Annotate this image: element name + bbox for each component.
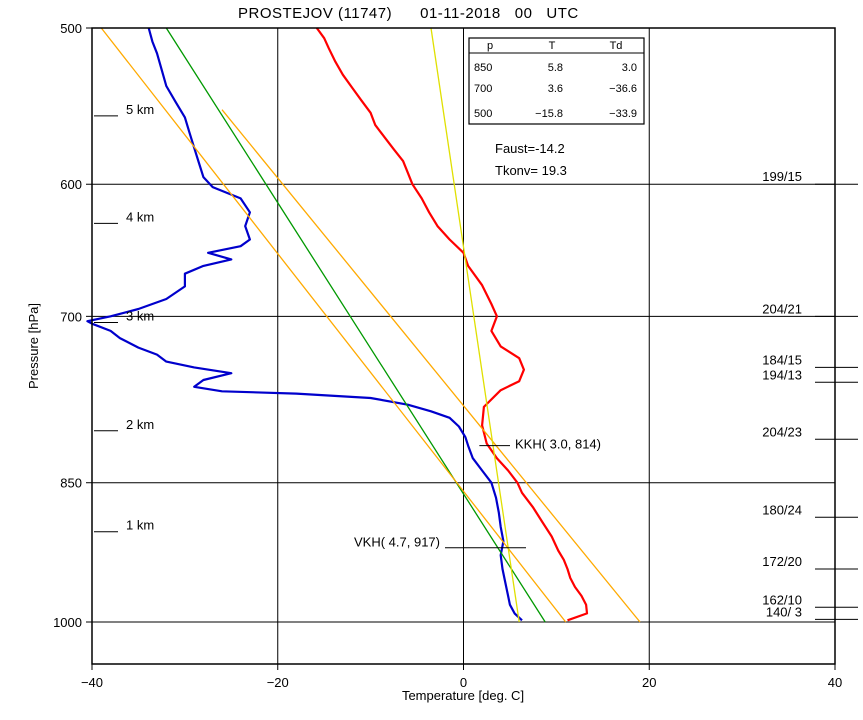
x-axis-label: Temperature [deg. C] <box>402 688 524 703</box>
table-cell: 5.8 <box>548 62 563 74</box>
y-tick-label: 500 <box>60 21 82 36</box>
table-cell: 700 <box>474 83 492 95</box>
height-labels: 5 km 4 km 3 km 2 km 1 km <box>94 102 154 533</box>
wind-label: 172/20 <box>762 554 802 569</box>
table-cell: 3.0 <box>622 62 637 74</box>
table-header-cell: T <box>549 40 556 52</box>
chart-title: PROSTEJOV (11747) 01-11-2018 00 UTC <box>238 5 579 22</box>
table-header-cell: Td <box>610 40 623 52</box>
annotation-label: KKH( 3.0, 814) <box>515 437 601 452</box>
y-ticks: 1000 850 700 600 500 <box>53 21 92 630</box>
values-table-frame <box>468 37 645 125</box>
wind-label: 140/ 3 <box>766 604 802 619</box>
values-table-cells: p T Td 850 5.8 3.0 700 3.6 −36.6 500 −15.8 −33.9 <box>474 40 637 120</box>
wind-label: 184/15 <box>762 352 802 367</box>
series-layer <box>86 27 641 623</box>
y-axis-label: Pressure [hPa] <box>26 303 41 389</box>
wind-label: 199/15 <box>762 169 802 184</box>
grid <box>92 28 835 664</box>
wind-label: 204/23 <box>762 424 802 439</box>
height-label: 4 km <box>126 209 154 224</box>
x-tick-label: 0 <box>460 675 467 690</box>
wind-label: 162/10 <box>762 592 802 607</box>
table-cell: −15.8 <box>535 108 563 120</box>
x-tick-label: −20 <box>267 675 289 690</box>
table-header-cell: p <box>487 40 493 52</box>
table-cell: −33.9 <box>609 108 637 120</box>
series-line-dew-point <box>86 27 523 622</box>
x-tick-label: 20 <box>642 675 656 690</box>
y-tick-label: 1000 <box>53 615 82 630</box>
height-label: 2 km <box>126 417 154 432</box>
y-tick-label: 850 <box>60 476 82 491</box>
x-tick-label: 40 <box>828 675 842 690</box>
series-line-green-line <box>165 27 546 623</box>
height-label: 5 km <box>126 102 154 117</box>
height-label: 1 km <box>126 518 154 533</box>
table-cell: 850 <box>474 62 492 74</box>
height-label: 3 km <box>126 308 154 323</box>
series-line-orange-line-1 <box>100 27 567 623</box>
y-tick-label: 700 <box>60 309 82 324</box>
x-ticks: −40 −20 0 20 40 <box>81 664 842 690</box>
series-line-temperature <box>315 27 589 622</box>
tkonv-index: Tkonv= 19.3 <box>495 163 567 178</box>
y-tick-label: 600 <box>60 177 82 192</box>
table-cell: −36.6 <box>609 83 637 95</box>
faust-index: Faust=-14.2 <box>495 141 565 156</box>
series-line-yellow-line <box>430 27 520 623</box>
series-line-orange-line-2 <box>221 109 641 623</box>
annotation-label: VKH( 4.7, 917) <box>354 535 440 550</box>
table-cell: 500 <box>474 108 492 120</box>
wind-label: 180/24 <box>762 502 802 517</box>
table-cell: 3.6 <box>548 83 563 95</box>
values-table: p T Td 850 5.8 3.0 700 3.6 −36.6 500 −15.8 −33.9 <box>468 37 645 125</box>
x-tick-label: −40 <box>81 675 103 690</box>
wind-label: 204/21 <box>762 301 802 316</box>
annotations: KKH( 3.0, 814) VKH( 4.7, 917) <box>354 437 601 550</box>
wind-label: 194/13 <box>762 367 802 382</box>
